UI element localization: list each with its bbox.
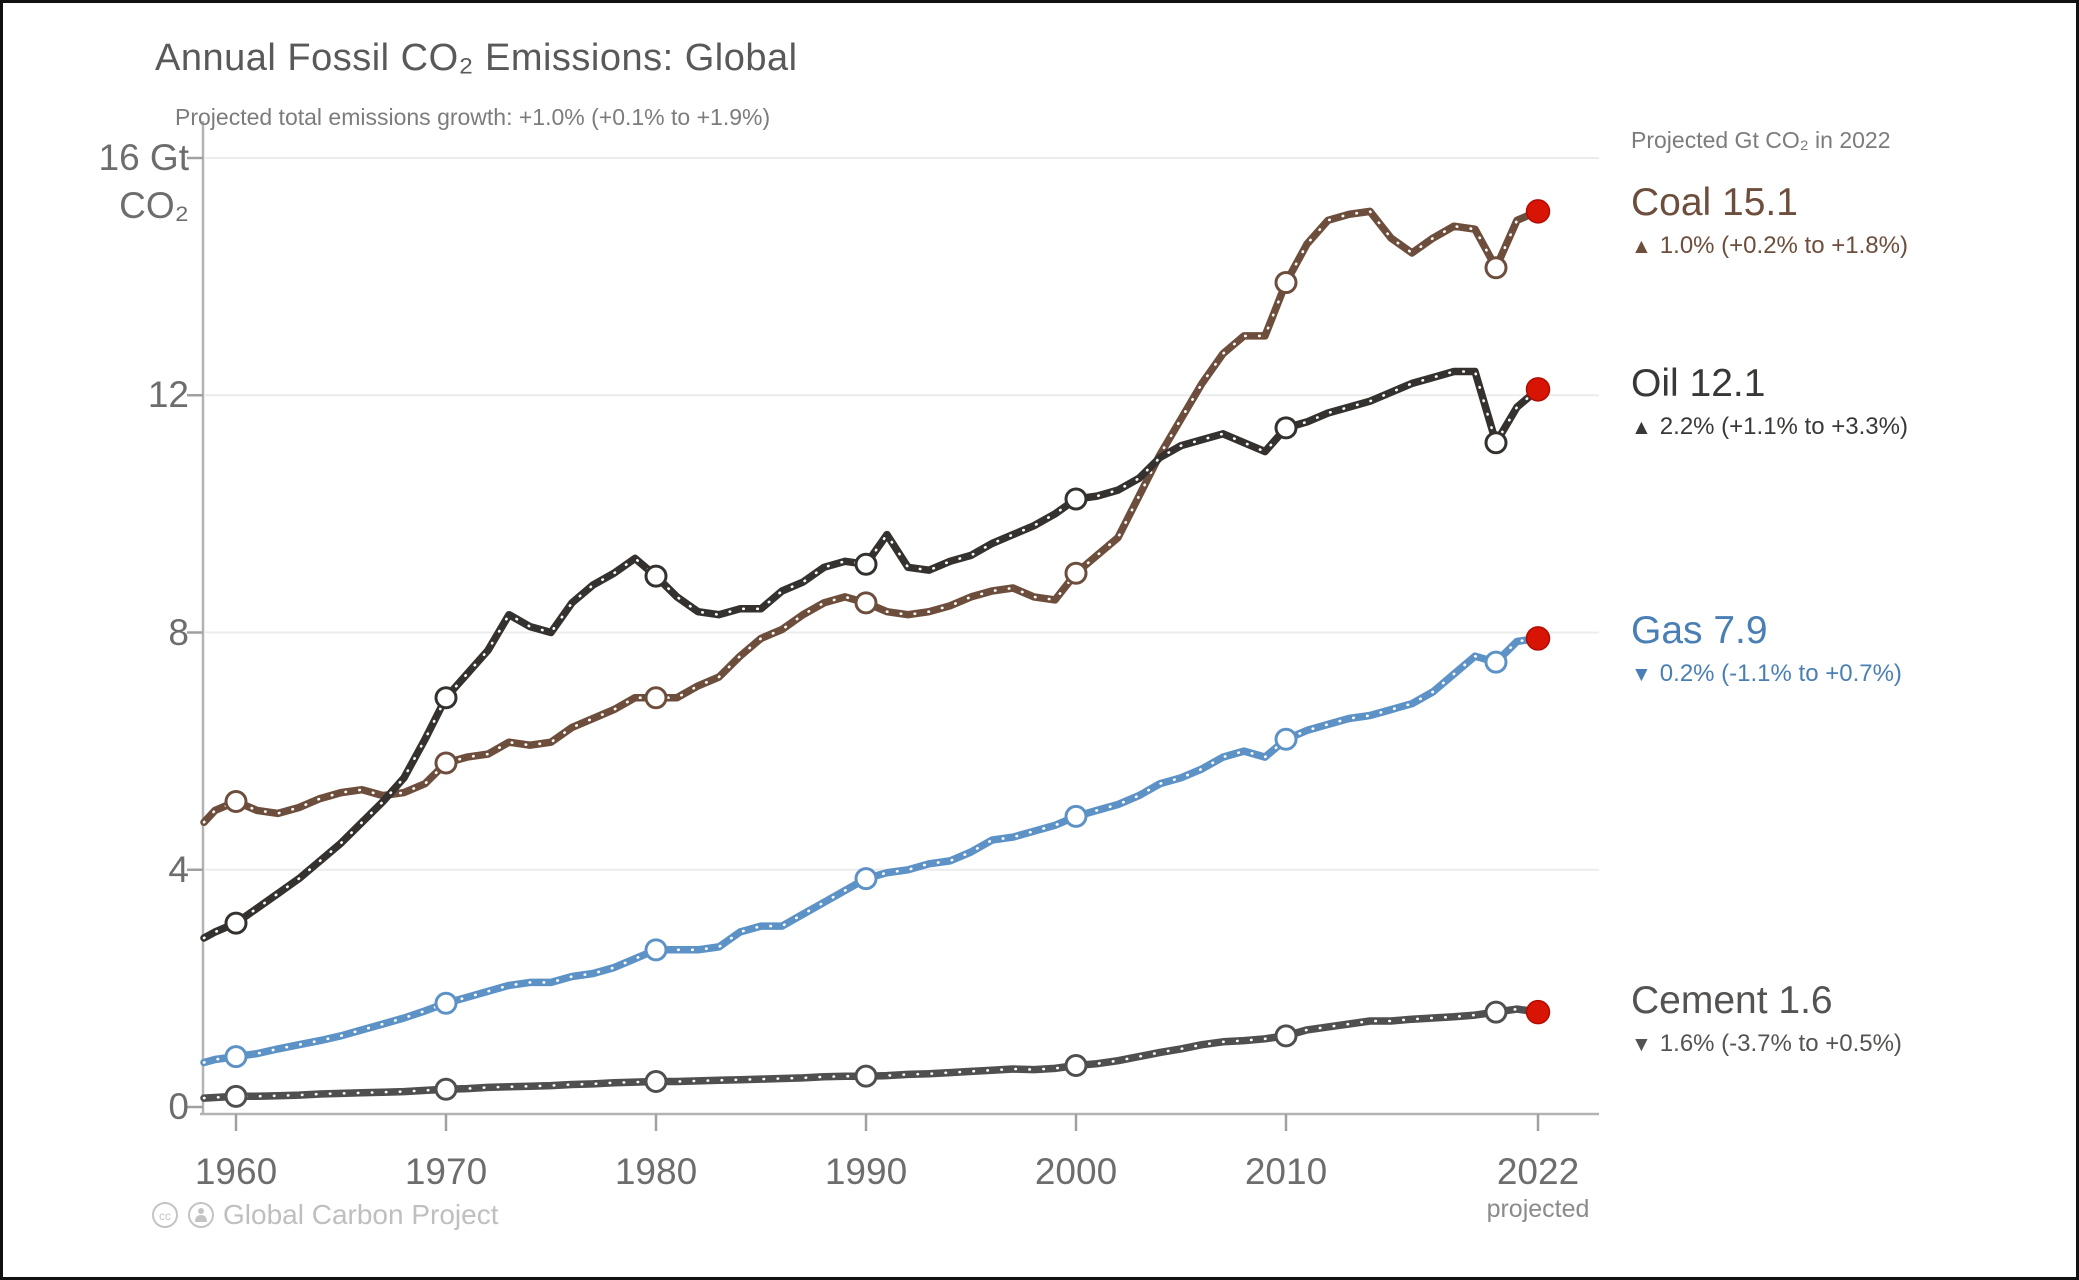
oil-line-dots <box>202 370 1540 940</box>
legend-entry-gas: Gas 7.9 ▼ 0.2% (-1.1% to +0.7%) <box>1631 609 1902 688</box>
cement-marker-2000 <box>1064 1053 1088 1077</box>
legend-coal-growth: 1.0% (+0.2% to +1.8%) <box>1659 232 1908 259</box>
cement-marker-1960 <box>224 1084 248 1108</box>
cement-marker-2010 <box>1274 1024 1298 1048</box>
legend-oil-label: Oil 12.1 <box>1631 362 1766 405</box>
gas-marker-1960 <box>224 1045 248 1069</box>
gas-marker-1990 <box>854 867 878 891</box>
legend-gas-growth: 0.2% (-1.1% to +0.7%) <box>1659 660 1902 687</box>
legend-entry-coal: Coal 15.1 ▲ 1.0% (+0.2% to +1.8%) <box>1631 181 1908 260</box>
oil-projected-dot <box>1525 377 1551 402</box>
y-axis-tick-label-4: 4 <box>168 849 189 890</box>
y-axis-tick-label-12: 12 <box>147 374 189 415</box>
gas-marker-2010 <box>1274 727 1298 751</box>
y-axis-tick-label-0: 0 <box>168 1086 189 1127</box>
oil-line <box>200 367 1542 942</box>
page-title: Annual Fossil CO₂ Emissions: Global <box>155 37 798 79</box>
coal-marker-2010 <box>1274 271 1298 295</box>
cement-marker-1970 <box>434 1077 458 1101</box>
gas-marker-1970 <box>434 991 458 1015</box>
oil-marker-2010 <box>1274 416 1298 440</box>
x-axis-projected-note: projected <box>1486 1195 1590 1223</box>
oil-up-triangle-icon: ▲ <box>1631 416 1652 439</box>
oil-marker-2000 <box>1064 487 1088 511</box>
oil-marker-1960 <box>224 911 248 935</box>
gas-marker-2020 <box>1484 650 1508 674</box>
legend-oil-growth: 2.2% (+1.1% to +3.3%) <box>1659 413 1908 440</box>
gas-marker-1980 <box>644 938 668 962</box>
cement-projected-dot <box>1525 999 1551 1025</box>
coal-marker-1970 <box>434 751 458 775</box>
legend-cement-growth: 1.6% (-3.7% to +0.5%) <box>1659 1030 1902 1057</box>
coal-projected-dot <box>1525 199 1551 224</box>
cement-marker-1980 <box>644 1069 668 1093</box>
oil-marker-1980 <box>644 564 668 588</box>
x-axis-tick-label-1960: 1960 <box>194 1151 278 1192</box>
oil-marker-2020 <box>1484 431 1508 455</box>
y-axis-unit-label: 16 Gt CO₂ <box>43 134 190 234</box>
legend-cement-label: Cement 1.6 <box>1631 979 1833 1022</box>
x-axis-tick-label-2010: 2010 <box>1244 1151 1328 1192</box>
y-axis-top-tick: 16 Gt <box>98 137 190 178</box>
credit-text: Global Carbon Project <box>223 1199 499 1230</box>
legend-coal-label: Coal 15.1 <box>1631 181 1798 224</box>
gas-down-triangle-icon: ▼ <box>1631 663 1652 686</box>
y-axis-tick-label-8: 8 <box>168 612 189 653</box>
cement-down-triangle-icon: ▼ <box>1631 1033 1652 1056</box>
chart-subtitle: Projected total emissions growth: +1.0% … <box>175 104 771 130</box>
coal-marker-2020 <box>1484 256 1508 280</box>
svg-text:cc: cc <box>159 1209 171 1223</box>
footer-credit: cc Global Carbon Project <box>151 1199 498 1231</box>
coal-marker-2000 <box>1064 561 1088 585</box>
coal-line <box>200 207 1542 827</box>
cement-marker-1990 <box>854 1064 878 1088</box>
coal-marker-1960 <box>224 790 248 814</box>
x-axis-tick-label-1990: 1990 <box>824 1151 908 1192</box>
coal-marker-1980 <box>644 686 668 710</box>
x-axis-tick-label-2000: 2000 <box>1034 1151 1118 1192</box>
x-axis-tick-label-2022: 2022 <box>1496 1151 1580 1192</box>
coal-marker-1990 <box>854 591 878 615</box>
gas-projected-dot <box>1525 626 1551 651</box>
cc-icon: cc <box>152 1202 178 1228</box>
cement-marker-2020 <box>1484 1000 1508 1024</box>
legend-entry-oil: Oil 12.1 ▲ 2.2% (+1.1% to +3.3%) <box>1631 362 1908 441</box>
oil-marker-1970 <box>434 686 458 710</box>
coal-up-triangle-icon: ▲ <box>1631 235 1652 258</box>
gas-line <box>200 634 1542 1067</box>
attribution-person-icon <box>188 1202 214 1228</box>
gas-line-dots <box>202 637 1540 1064</box>
plot-svg <box>187 121 1599 1131</box>
coal-line-dots <box>202 210 1540 824</box>
x-axis-tick-label-1970: 1970 <box>404 1151 488 1192</box>
oil-marker-1990 <box>854 552 878 576</box>
y-axis-unit: CO₂ <box>119 185 189 226</box>
legend-header: Projected Gt CO₂ in 2022 <box>1631 127 1891 153</box>
legend-gas-label: Gas 7.9 <box>1631 609 1768 652</box>
gas-marker-2000 <box>1064 804 1088 828</box>
legend-entry-cement: Cement 1.6 ▼ 1.6% (-3.7% to +0.5%) <box>1631 979 1902 1058</box>
x-axis-tick-label-1980: 1980 <box>614 1151 698 1192</box>
